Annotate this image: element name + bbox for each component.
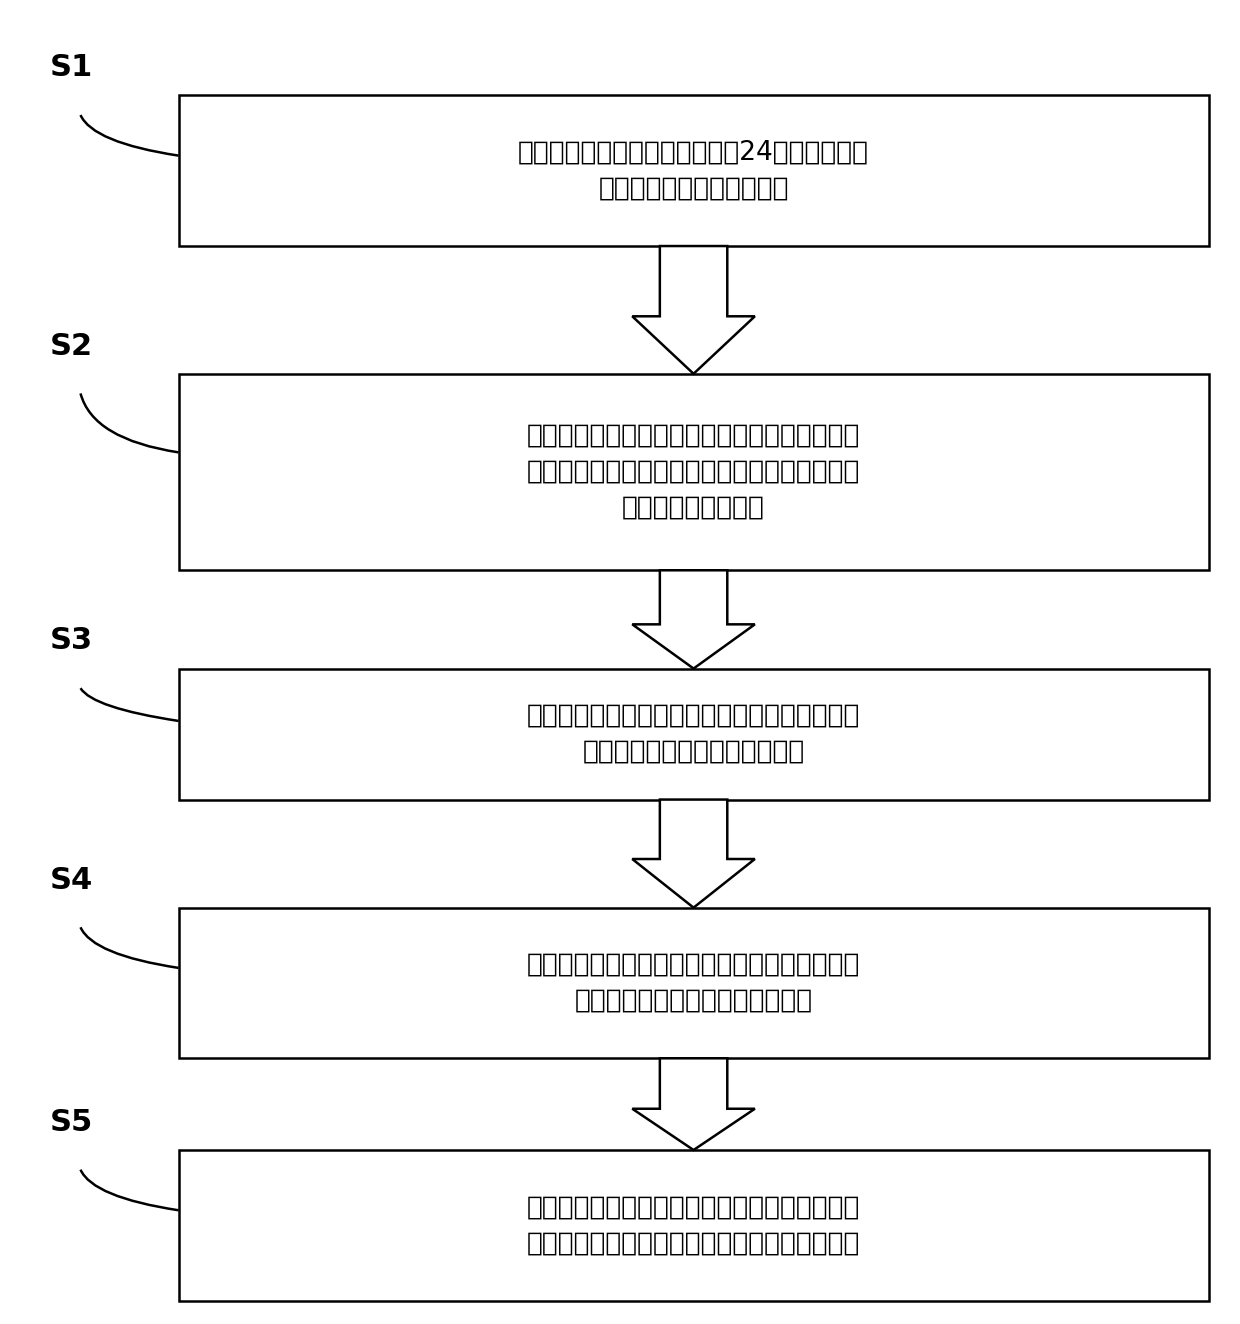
- Text: 基于三层神经网络并结合提取的特征构建对运动
单元参数进行回归的回归网络模型: 基于三层神经网络并结合提取的特征构建对运动 单元参数进行回归的回归网络模型: [527, 952, 861, 1014]
- Bar: [179, 373, 1209, 571]
- Text: 利用所述回归网络模型、结合所述新的表情编码
系统和表情融合模型驱动虚拟人物实现人脸动画: 利用所述回归网络模型、结合所述新的表情编码 系统和表情融合模型驱动虚拟人物实现人…: [527, 1194, 861, 1256]
- Text: S5: S5: [50, 1108, 93, 1137]
- Text: S2: S2: [50, 332, 93, 360]
- Text: S4: S4: [50, 866, 93, 895]
- Polygon shape: [632, 571, 755, 669]
- Polygon shape: [632, 800, 755, 908]
- Bar: [179, 95, 1209, 246]
- Polygon shape: [632, 1058, 755, 1151]
- Polygon shape: [632, 246, 755, 373]
- Text: 对标注后的所述人脸表情数据集进行人脸检测，
利用卷积神经网络进行特征提取: 对标注后的所述人脸表情数据集进行人脸检测， 利用卷积神经网络进行特征提取: [527, 703, 861, 765]
- Text: S1: S1: [50, 53, 93, 82]
- Bar: [179, 908, 1209, 1058]
- Text: 采集视频数据，并运用表情量化软件对所述视频
数据中的每一帧图像的面部运动单元进行标注，
建立人脸表情数据集: 采集视频数据，并运用表情量化软件对所述视频 数据中的每一帧图像的面部运动单元进行…: [527, 424, 861, 522]
- Bar: [179, 1151, 1209, 1300]
- Bar: [179, 669, 1209, 800]
- Text: S3: S3: [50, 626, 93, 655]
- Text: 利用面部运动编码系统重新定义24个人脸运动单
元，形成新的表情编码系统: 利用面部运动编码系统重新定义24个人脸运动单 元，形成新的表情编码系统: [518, 140, 869, 201]
